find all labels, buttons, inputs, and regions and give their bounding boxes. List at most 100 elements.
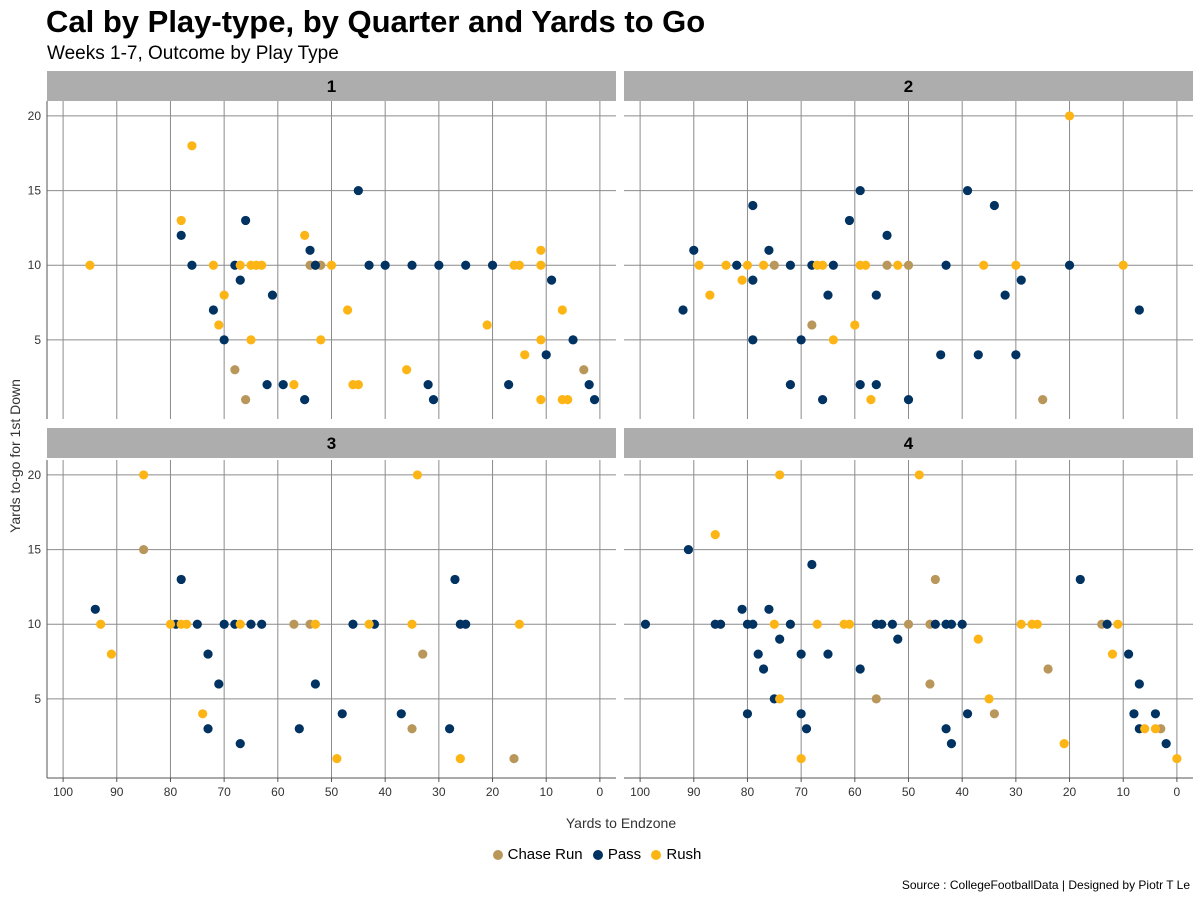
panel-2-strip: [624, 71, 1193, 101]
panel-3-x-tick-label-100: 100: [53, 785, 73, 799]
panel-4-point-rush-10: [984, 694, 994, 704]
panel-3-point-chase-run-4: [418, 649, 428, 659]
panel-1-point-pass-13: [353, 185, 363, 196]
legend-label-rush: Rush: [666, 846, 702, 863]
panel-4-point-rush-1: [769, 619, 779, 629]
panel-2-point-rush-13: [893, 260, 903, 270]
panel-3-x-tick-label-50: 50: [325, 785, 339, 799]
legend: Chase Run Pass Rush: [0, 846, 1200, 863]
panel-1-point-rush-22: [520, 350, 530, 360]
panel-4-strip: [624, 428, 1193, 458]
panel-4-point-chase-run-2: [925, 679, 935, 689]
panel-4-x-tick-label-50: 50: [902, 785, 916, 799]
panel-4-x-tick-label-70: 70: [794, 785, 808, 799]
panel-4-point-pass-24: [930, 619, 940, 629]
panel-2-point-pass-19: [882, 230, 892, 240]
panel-4-point-rush-15: [1107, 649, 1118, 659]
panel-3-x-tick-label-40: 40: [378, 785, 392, 799]
panel-4-point-rush-9: [973, 634, 983, 644]
panel-4-x-tick-label-40: 40: [955, 785, 969, 799]
panel-3-y-tick-label-5: 5: [34, 692, 41, 706]
panel-1-point-pass-6: [241, 215, 251, 226]
panel-4-x-tick-label-90: 90: [687, 785, 701, 799]
x-axis-label: Yards to Endzone: [565, 815, 677, 831]
panel-3-point-pass-6: [214, 679, 224, 689]
panel-1-point-pass-10: [300, 394, 310, 405]
panel-2-point-pass-20: [903, 394, 914, 405]
legend-item-pass: Pass: [592, 846, 642, 863]
panel-4-point-pass-30: [946, 739, 957, 749]
panel-1-point-rush-6: [235, 260, 245, 270]
panel-2-point-rush-17: [1118, 260, 1128, 270]
panel-1-point-pass-17: [434, 260, 444, 270]
panel-4-point-pass-16: [801, 724, 812, 734]
panel-4-x-tick-label-60: 60: [848, 785, 862, 799]
panel-3-point-pass-18: [444, 724, 455, 734]
source-caption: Source : CollegeFootballData | Designed …: [901, 878, 1190, 892]
panel-4-x-tick-label-80: 80: [741, 785, 755, 799]
panel-4-point-rush-8: [914, 470, 924, 480]
panel-1-point-pass-20: [504, 380, 514, 390]
panel-1-point-pass-22: [428, 394, 439, 405]
panel-1-point-rush-10: [246, 335, 256, 345]
panel-2-point-pass-7: [785, 380, 796, 390]
panel-2-point-rush-11: [860, 260, 871, 270]
panel-1-point-rush-24: [536, 260, 546, 270]
panel-3-point-rush-5: [181, 619, 192, 629]
legend-item-chase-run: Chase Run: [492, 846, 583, 863]
panel-2-point-rush-2: [721, 260, 731, 270]
panel-3-point-pass-2: [176, 574, 186, 585]
panel-2-point-pass-1: [689, 245, 699, 255]
panel-1-point-pass-19: [487, 260, 498, 270]
panel-3-point-pass-19: [450, 574, 460, 585]
panel-3-x-tick-label-20: 20: [486, 785, 500, 799]
panel-4-point-rush-18: [1150, 724, 1161, 734]
panel-2-point-rush-12: [866, 394, 876, 405]
panel-2-point-pass-24: [973, 350, 983, 360]
panel-2-point-rush-5: [758, 260, 769, 270]
panel-1-point-pass-18: [461, 260, 471, 270]
panel-2-point-pass-26: [1000, 290, 1010, 300]
legend-label-pass: Pass: [607, 846, 642, 863]
y-axis-label-wrap: Yards to-go for 1st Down: [7, 379, 27, 533]
panel-4-point-pass-6: [742, 709, 753, 719]
panel-4-point-pass-12: [775, 634, 785, 644]
panel-1-point-pass-1: [187, 260, 197, 270]
panel-1-point-rush-4: [214, 320, 224, 330]
chart-title: Cal by Play-type, by Quarter and Yards t…: [46, 4, 706, 39]
panel-4-point-pass-4: [737, 604, 747, 614]
panel-3-point-pass-5: [203, 724, 213, 734]
panel-2-point-pass-9: [796, 335, 806, 345]
panel-2-point-rush-14: [979, 260, 989, 270]
panel-4-point-pass-21: [877, 619, 887, 629]
panel-4-point-pass-35: [1134, 679, 1144, 689]
panel-2-strip-label: 2: [904, 77, 913, 96]
panel-4-point-rush-4: [796, 753, 806, 764]
panel-2-point-pass-4: [748, 275, 758, 285]
panel-4-point-pass-7: [748, 619, 758, 629]
panel-3-point-rush-1: [106, 649, 117, 659]
panel-2-point-pass-30: [1134, 305, 1144, 315]
panel-1-point-pass-27: [589, 394, 600, 405]
panel-4-point-pass-31: [1075, 574, 1085, 585]
panel-1-point-pass-8: [262, 380, 272, 390]
panel-2-point-pass-8: [785, 260, 796, 270]
panel-4-point-rush-19: [1172, 753, 1182, 764]
panel-3-x-tick-label-10: 10: [540, 785, 554, 799]
panel-2-point-rush-7: [818, 260, 828, 270]
panel-3-point-pass-4: [203, 649, 213, 659]
panel-3-y-tick-label-10: 10: [28, 617, 42, 631]
panel-3-point-pass-7: [219, 619, 229, 629]
panel-4-point-rush-17: [1140, 724, 1150, 734]
panel-2-point-rush-8: [828, 335, 838, 345]
panel-1-point-pass-3: [219, 335, 229, 345]
panel-4-point-pass-26: [946, 619, 957, 629]
panel-3-strip-label: 3: [327, 434, 336, 453]
panel-1-point-pass-5: [235, 275, 245, 285]
panel-1-y-tick-label-20: 20: [28, 109, 42, 123]
panel-1-point-pass-15: [380, 260, 390, 270]
panel-3-point-rush-12: [412, 470, 422, 480]
panel-1-point-rush-23: [536, 245, 546, 255]
panel-3-x-tick-label-0: 0: [597, 785, 604, 799]
panel-3-point-rush-2: [139, 470, 149, 480]
